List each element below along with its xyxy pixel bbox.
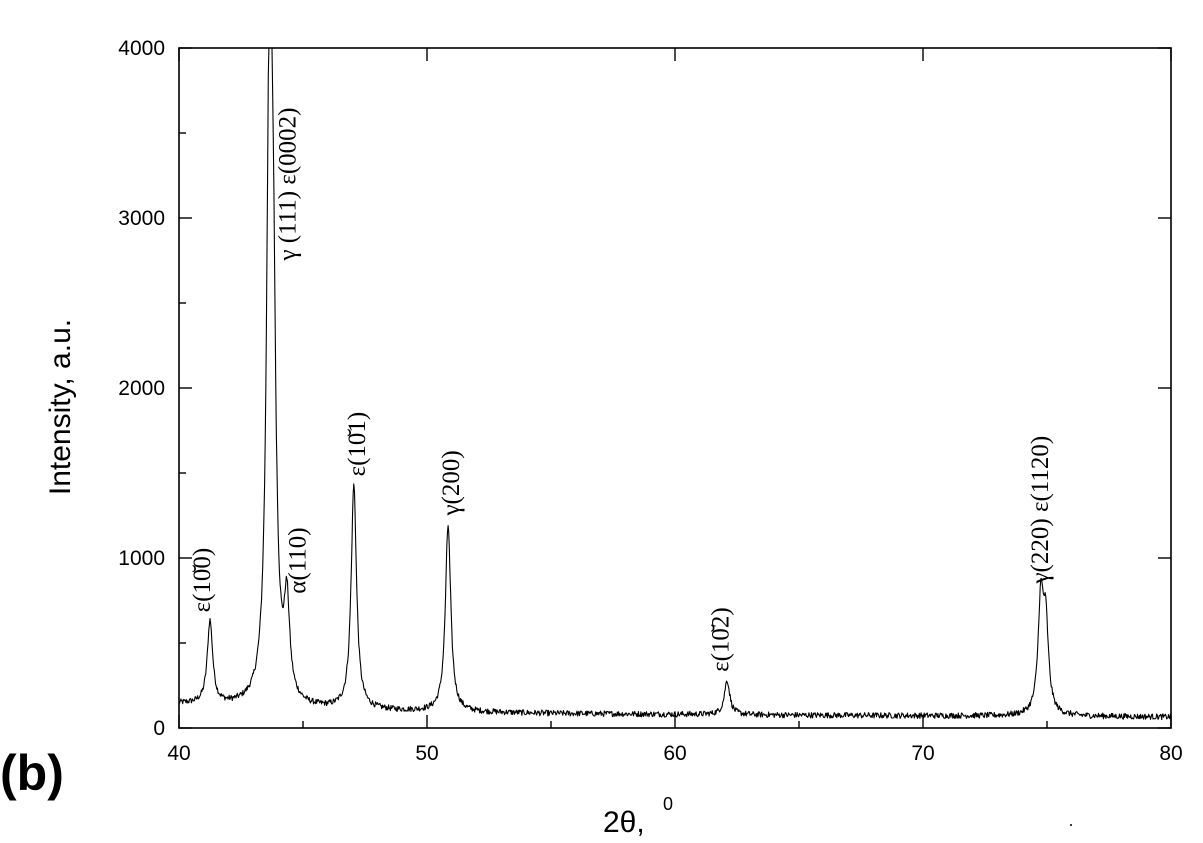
x-axis-label-unit: 0 — [663, 794, 673, 814]
peak-label-gamma-200: γ(200) — [438, 450, 465, 516]
plot-frame — [178, 47, 1172, 729]
diffraction-pattern-line — [178, 47, 1172, 721]
peak-label-epsilon-10-10: ε(10̆0) — [189, 548, 216, 613]
y-tick-label: 1000 — [118, 547, 165, 570]
x-tick-label: 50 — [415, 742, 438, 765]
axis-ticks — [178, 47, 1172, 729]
x-tick-label: 40 — [167, 742, 190, 765]
x-tick-label: 60 — [663, 742, 686, 765]
panel-label: (b) — [0, 745, 64, 801]
y-tick-label: 3000 — [118, 207, 165, 230]
y-tick-label: 2000 — [118, 377, 165, 400]
peak-label-gamma-220-epsilon-1120: γ(220) ε(1120) — [1027, 436, 1054, 585]
peak-label-epsilon-10-12: ε(10̆2) — [707, 607, 734, 672]
stray-speck — [1070, 824, 1072, 826]
peak-label-epsilon-10-11: ε(10̆1) — [344, 412, 371, 477]
x-axis-label-text: 2θ, — [603, 806, 645, 839]
x-tick-label: 70 — [911, 742, 934, 765]
y-axis-label: Intensity, a.u. — [44, 319, 77, 495]
peak-label-alpha-110: α(110) — [285, 527, 312, 593]
axis-tick-labels: 40 50 60 70 80 0 1000 2000 3000 4000 — [118, 37, 1182, 765]
peak-label-gamma-111-epsilon-0002: γ (111) ε(0002) — [275, 108, 302, 262]
x-tick-label: 80 — [1159, 742, 1182, 765]
y-tick-label: 0 — [153, 717, 165, 740]
peak-annotations: ε(10̆0) γ (111) ε(0002) α(110) ε(10̆1) γ(200… — [189, 108, 1054, 672]
x-axis-label: 2θ, 0 — [603, 794, 673, 839]
y-tick-label: 4000 — [118, 37, 165, 60]
